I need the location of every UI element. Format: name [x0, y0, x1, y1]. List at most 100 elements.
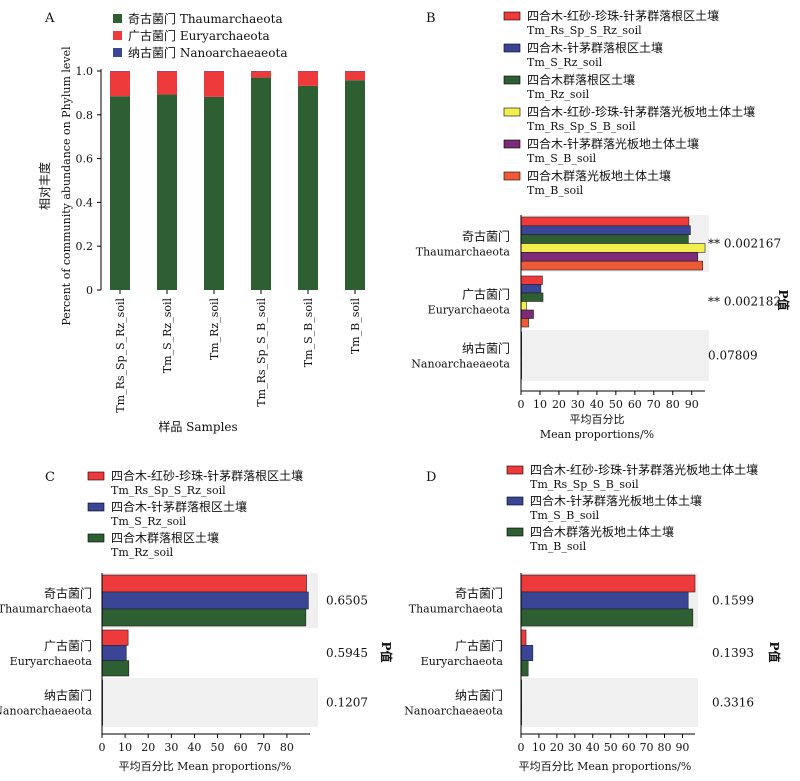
panel-a-xtick-label: Tm_S_B_soil — [302, 298, 315, 368]
panel-bar — [520, 318, 529, 328]
panel-xtick-label: 70 — [647, 398, 661, 411]
panel-a-bar-segment — [204, 96, 224, 290]
panel-category-label-cn: 广古菌门 — [462, 287, 510, 302]
panel-legend-swatch — [503, 75, 521, 85]
panel-legend-label-cn: 四合木-红砂-珍珠-针茅群落根区土壤 — [527, 8, 719, 23]
panel-a-bar-segment — [298, 71, 318, 86]
panel-bar — [101, 629, 129, 646]
panel-bar — [520, 660, 529, 677]
panel-xtick-label: 50 — [609, 398, 623, 411]
panel-legend-label-en: Tm_B_soil — [530, 540, 587, 553]
panel-a-ytick-label: 0 — [86, 284, 93, 297]
panel-category-label-cn: 奇古菌门 — [455, 586, 503, 601]
panel-xtick-label: 40 — [590, 398, 604, 411]
panel-xtick-label: 40 — [586, 741, 600, 754]
panel-category-background — [521, 330, 709, 381]
panel-xtick-label: 20 — [552, 398, 566, 411]
panel-bar — [520, 275, 543, 285]
panel-a-legend-swatch — [113, 31, 122, 40]
panel-p-value: 0.3316 — [712, 696, 754, 710]
panel-legend-swatch — [87, 533, 105, 543]
panel-a-legend-label: 奇古菌门 Thaumarchaeota — [128, 11, 283, 26]
panel-d-plot: 奇古菌门 Thaumarchaeota 0.1599 广古菌门 Euryarchaeot… — [404, 573, 754, 754]
panel-legend-label-en: Tm_Rs_Sp_S_Rz_soil — [527, 24, 642, 37]
panel-bar — [101, 591, 309, 610]
panel-category-label-en: Euryarchaeota — [428, 304, 511, 317]
panel-legend-label-cn: 四合木-针茅群落根区土壤 — [111, 499, 247, 514]
panel-a-bar-segment — [251, 71, 271, 78]
panel-bar — [520, 591, 689, 610]
panel-p-value: 0.07809 — [708, 349, 758, 363]
panel-bar — [520, 260, 704, 271]
panel-legend-label-en: Tm_Rs_Sp_S_B_soil — [530, 478, 639, 491]
panel-p-value: 0.6505 — [326, 594, 368, 608]
panel-bar — [520, 216, 690, 227]
panel-legend-label-cn: 四合木群落根区土壤 — [527, 72, 635, 87]
panel-p-value: 0.1207 — [326, 696, 368, 710]
panel-xtick-label: 80 — [280, 741, 294, 754]
panel-xtick-label: 10 — [533, 398, 547, 411]
panel-bar — [520, 234, 689, 244]
panel-bar — [101, 645, 127, 661]
panel-bar — [520, 243, 706, 253]
panel-bar — [520, 574, 696, 593]
panel-legend-swatch — [503, 139, 521, 149]
panel-a-bar-segment — [157, 94, 177, 290]
panel-b-plot: 奇古菌门 Thaumarchaeota ** 0.002167 广古菌门 Euryarc… — [411, 215, 781, 411]
panel-a-legend-swatch — [113, 48, 122, 57]
panel-c-p-label: P值 — [379, 641, 394, 662]
panel-c-letter: C — [45, 470, 55, 485]
panel-xtick-label: 70 — [257, 741, 271, 754]
panel-legend-label-en: Tm_S_B_soil — [530, 509, 600, 522]
panel-category-label-en: Thaumarchaeota — [0, 603, 92, 616]
panel-b-xlabel-en: Mean proportions/% — [540, 428, 654, 441]
panel-a-legend-label: 纳古菌门 Nanoarchaeaeota — [128, 45, 287, 60]
panel-category-label-en: Euryarchaeota — [421, 655, 504, 668]
panel-bar — [520, 301, 527, 311]
panel-xtick-label: 60 — [628, 398, 642, 411]
panel-xtick-label: 90 — [685, 398, 699, 411]
panel-p-value: 0.1393 — [712, 646, 754, 660]
panel-bar — [101, 608, 307, 627]
panel-a-xlabel: 样品 Samples — [158, 419, 237, 434]
panel-legend-label-cn: 四合木群落光板地土体土壤 — [530, 524, 674, 539]
panel-xtick-label: 0 — [518, 741, 525, 754]
panel-legend-label-en: Tm_S_B_soil — [527, 152, 597, 165]
panel-b-letter: B — [426, 11, 436, 26]
panel-xtick-label: 30 — [164, 741, 178, 754]
panel-bar — [520, 629, 527, 646]
panel-xtick-label: 50 — [604, 741, 618, 754]
panel-legend-label-cn: 四合木-红砂-珍珠-针茅群落光板地土体土壤 — [527, 104, 755, 119]
panel-legend-swatch — [503, 11, 521, 21]
panel-a-bar-segment — [204, 71, 224, 97]
panel-a-legend-swatch — [113, 14, 122, 23]
panel-legend-label-cn: 四合木-针茅群落根区土壤 — [527, 40, 663, 55]
panel-xtick-label: 20 — [141, 741, 155, 754]
panel-xtick-label: 80 — [658, 741, 672, 754]
panel-a-legend-label: 广古菌门 Euryarchaeota — [128, 28, 270, 43]
panel-xtick-label: 0 — [518, 398, 525, 411]
panel-bar — [520, 309, 534, 319]
panel-legend-label-cn: 四合木-红砂-珍珠-针茅群落根区土壤 — [111, 468, 303, 483]
panel-a-xtick-label: Tm_Rz_soil — [208, 298, 221, 361]
panel-category-label-en: Nanoarchaeaeota — [404, 705, 503, 718]
panel-category-background — [102, 678, 318, 727]
panel-legend-swatch — [503, 107, 521, 117]
panel-bar — [520, 645, 534, 661]
panel-category-label-en: Thaumarchaeota — [409, 603, 504, 616]
panel-legend-swatch — [506, 496, 524, 506]
panel-a-ylabel-cn: 相对丰度 — [37, 162, 52, 210]
panel-c-xlabel: 平均百分比 Mean proportions/% — [119, 760, 292, 773]
panel-category-label-cn: 纳古菌门 — [455, 688, 503, 703]
panel-category-label-cn: 奇古菌门 — [44, 586, 92, 601]
panel-p-value: ** 0.002167 — [708, 237, 781, 251]
panel-a-ylabel-en: Percent of community abundance on Phylum… — [60, 46, 73, 326]
panel-a-bar-segment — [251, 77, 271, 290]
panel-p-value: 0.1599 — [712, 594, 754, 608]
panel-bar — [520, 292, 544, 302]
panel-category-label-cn: 广古菌门 — [455, 638, 503, 653]
panel-xtick-label: 30 — [571, 398, 585, 411]
panel-xtick-label: 40 — [187, 741, 201, 754]
